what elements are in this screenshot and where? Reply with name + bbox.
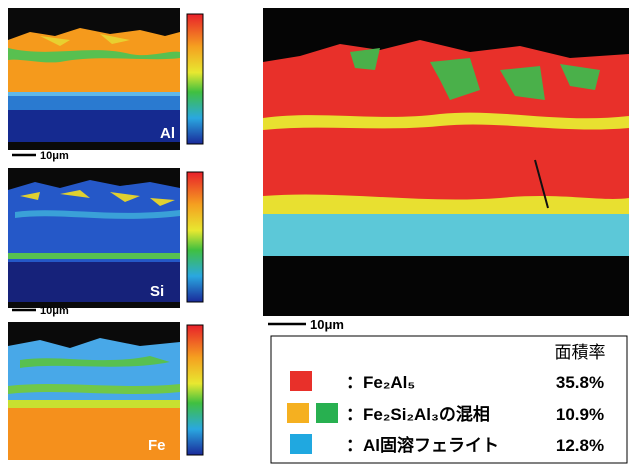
legend-header: 面積率 [555, 343, 606, 362]
legend-label: ：Fe₂Al₅ [346, 373, 415, 392]
al-map: Al [8, 8, 180, 150]
map-label: Fe [148, 437, 166, 454]
si-map: Si [8, 168, 180, 308]
area-value: 12.8% [556, 436, 604, 455]
figure: Al 10μm Si 10μm Fe 10μm 面積率 ：Fe₂Al₅ ：Fe₂… [0, 0, 629, 465]
scale-label: 10μm [40, 150, 69, 162]
phase-map [263, 8, 629, 316]
swatch [316, 403, 338, 423]
scale-label: 10μm [310, 317, 344, 332]
area-value: 10.9% [556, 405, 604, 424]
legend: 面積率 ：Fe₂Al₅ ：Fe₂Si₂Al₃の混相 ：Al固溶フェライト 35.… [271, 336, 627, 463]
fe-map: Fe [8, 322, 180, 460]
color-bar [187, 325, 203, 455]
swatch [287, 403, 309, 423]
color-bar [187, 14, 203, 144]
legend-label: ：Al固溶フェライト [346, 435, 499, 455]
color-bar [187, 172, 203, 302]
legend-label: ：Fe₂Si₂Al₃の混相 [346, 404, 490, 424]
map-label: Al [160, 125, 175, 142]
swatch [290, 434, 312, 454]
area-value: 35.8% [556, 373, 604, 392]
scale-label: 10μm [40, 305, 69, 317]
map-label: Si [150, 283, 164, 300]
swatch [290, 371, 312, 391]
